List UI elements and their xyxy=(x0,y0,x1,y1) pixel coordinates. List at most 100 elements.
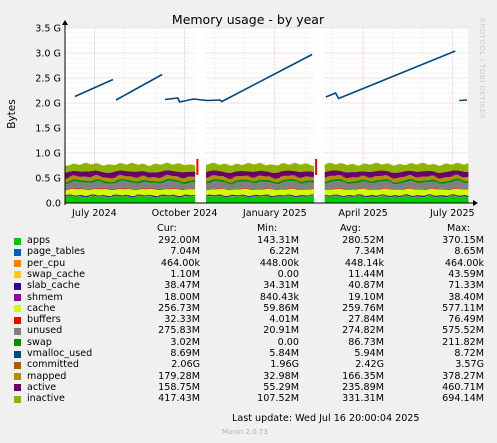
area-segment-buffers xyxy=(275,189,279,190)
area-segment-cache xyxy=(436,189,440,196)
area-segment-buffers xyxy=(441,188,444,190)
area-segment-unused xyxy=(333,181,337,189)
area-segment-apps xyxy=(85,197,88,203)
legend-cur-inactive: 417.43M xyxy=(158,393,200,405)
area-segment-apps xyxy=(87,197,91,203)
area-segment-swap xyxy=(434,180,438,182)
area-segment-cache xyxy=(226,189,229,196)
area-segment-inactive xyxy=(266,165,270,172)
area-segment-cache xyxy=(420,189,424,196)
area-segment-slab_cache xyxy=(107,196,111,198)
area-segment-unused xyxy=(94,181,97,189)
area-segment-unused xyxy=(391,183,395,189)
area-segment-cache xyxy=(273,189,276,196)
area-segment-apps xyxy=(391,197,395,203)
area-segment-inactive xyxy=(215,163,218,171)
area-segment-apps xyxy=(98,196,102,203)
area-segment-mapped xyxy=(176,176,180,181)
area-segment-active xyxy=(358,171,361,177)
area-segment-inactive xyxy=(100,165,104,172)
area-segment-inactive xyxy=(185,164,189,172)
area-segment-active xyxy=(127,171,131,177)
area-segment-cache xyxy=(454,188,458,195)
area-segment-unused xyxy=(338,180,341,189)
area-segment-cache xyxy=(163,189,167,195)
area-segment-unused xyxy=(447,182,451,190)
area-segment-cache xyxy=(293,189,297,196)
area-segment-unused xyxy=(235,182,238,189)
area-segment-buffers xyxy=(391,188,395,190)
area-segment-cache xyxy=(228,190,232,196)
area-segment-apps xyxy=(340,197,344,203)
area-segment-apps xyxy=(188,196,191,203)
area-segment-slab_cache xyxy=(223,196,227,198)
area-segment-swap xyxy=(217,179,220,182)
area-segment-swap xyxy=(107,181,111,184)
area-segment-active xyxy=(246,171,249,176)
area-segment-active xyxy=(262,170,265,177)
area-segment-inactive xyxy=(154,163,158,173)
area-segment-apps xyxy=(438,196,442,203)
legend-label-vmalloc_used: vmalloc_used xyxy=(27,348,93,359)
area-segment-cache xyxy=(125,189,129,195)
area-segment-swap xyxy=(138,180,142,183)
area-segment-unused xyxy=(378,181,382,190)
area-segment-unused xyxy=(82,182,86,189)
area-segment-slab_cache xyxy=(423,195,426,197)
area-segment-inactive xyxy=(284,163,288,171)
area-segment-slab_cache xyxy=(438,195,442,197)
area-segment-swap xyxy=(396,182,399,185)
area-segment-unused xyxy=(147,182,151,189)
area-segment-cache xyxy=(376,189,379,196)
area-segment-mapped xyxy=(340,175,344,180)
area-segment-cache xyxy=(215,189,218,196)
legend-cur-swap: 3.02M xyxy=(170,336,200,348)
area-segment-buffers xyxy=(362,188,366,189)
area-segment-mapped xyxy=(255,176,258,181)
area-segment-buffers xyxy=(210,188,214,190)
area-segment-cache xyxy=(165,189,169,196)
area-segment-active xyxy=(302,171,305,178)
legend-header-cur: Cur: xyxy=(157,223,177,234)
area-segment-buffers xyxy=(85,189,88,190)
area-segment-buffers xyxy=(291,188,294,189)
area-segment-swap xyxy=(351,181,355,184)
area-segment-cache xyxy=(161,189,164,195)
area-segment-active xyxy=(147,172,151,178)
area-segment-inactive xyxy=(418,163,422,172)
area-segment-mapped xyxy=(324,177,328,182)
area-segment-inactive xyxy=(143,164,146,172)
y-axis-label: Bytes xyxy=(6,99,18,128)
area-segment-inactive xyxy=(188,164,191,172)
legend-header-min: Min: xyxy=(257,223,278,234)
area-segment-unused xyxy=(188,182,191,189)
area-segment-buffers xyxy=(270,188,274,190)
area-segment-active xyxy=(103,172,106,178)
area-segment-swap xyxy=(275,182,279,185)
area-segment-active xyxy=(212,170,216,176)
area-segment-swap xyxy=(112,181,115,184)
area-segment-swap xyxy=(429,179,433,182)
area-segment-slab_cache xyxy=(219,194,223,196)
area-segment-active xyxy=(176,171,180,177)
area-segment-inactive xyxy=(450,164,453,171)
area-segment-buffers xyxy=(434,188,438,190)
area-segment-slab_cache xyxy=(73,195,77,197)
area-segment-mapped xyxy=(429,175,433,180)
area-segment-unused xyxy=(288,181,292,189)
area-segment-active xyxy=(181,172,185,179)
area-segment-swap xyxy=(333,179,337,182)
area-segment-apps xyxy=(80,196,84,203)
area-segment-cache xyxy=(116,189,120,195)
y-tick-label: 0.0 xyxy=(46,199,61,210)
area-segment-mapped xyxy=(239,176,243,180)
area-segment-slab_cache xyxy=(232,195,236,197)
area-segment-inactive xyxy=(378,163,382,171)
area-segment-unused xyxy=(167,180,171,189)
area-segment-active xyxy=(134,171,138,178)
area-segment-buffers xyxy=(360,187,364,189)
legend-max-per_cpu: 464.00k xyxy=(444,257,484,269)
legend-cur-apps: 292.00M xyxy=(158,235,200,246)
area-segment-cache xyxy=(356,189,359,195)
area-segment-swap xyxy=(109,182,113,184)
